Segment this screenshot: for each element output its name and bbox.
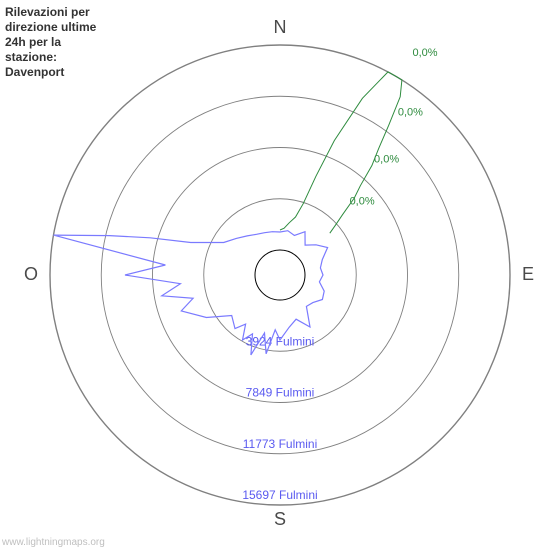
ring-label-3: 15697 Fulmini — [242, 488, 317, 502]
pct-label-1: 0,0% — [398, 106, 423, 118]
pct-label-0: 0,0% — [413, 47, 438, 59]
pct-label-3: 0,0% — [350, 195, 375, 207]
polar-chart: NESO3924 Fulmini7849 Fulmini11773 Fulmin… — [0, 0, 550, 550]
cardinal-s: S — [274, 509, 286, 529]
cardinal-n: N — [274, 17, 287, 37]
ring-label-2: 11773 Fulmini — [243, 437, 317, 451]
cardinal-w: O — [24, 264, 38, 284]
cardinal-e: E — [522, 264, 534, 284]
pct-label-2: 0,0% — [374, 153, 399, 165]
ring-label-1: 7849 Fulmini — [246, 386, 315, 400]
